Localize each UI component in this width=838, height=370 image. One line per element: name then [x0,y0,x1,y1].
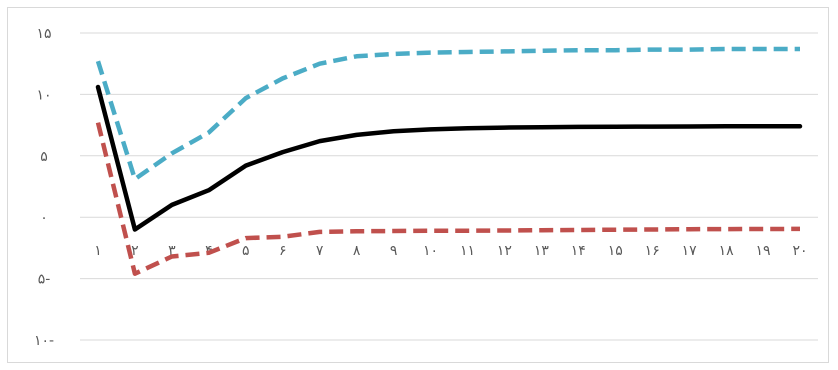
x-tick-label: ۱۲ [497,243,512,259]
series-line-1 [95,46,800,182]
x-tick-label: ۱۱ [460,243,475,259]
x-tick-label: ۱۷ [682,243,698,259]
x-tick-label: ۱۰ [423,243,438,259]
x-tick-label: ۹ [390,243,398,259]
x-tick-label: ۱۶ [645,243,660,259]
y-tick-label: ۱۰ [36,87,51,103]
series-lines [95,46,803,276]
chart-frame [7,7,829,363]
y-tick-label: ۰ [40,210,48,226]
series-line-3 [95,122,801,276]
x-tick-label: ۱۴ [571,243,586,259]
x-tick-label: ۲ [131,243,139,259]
x-tick-label: ۸ [353,243,361,259]
x-tick-label: ۱۵ [608,243,623,259]
series-line-2 [95,84,803,232]
y-axis-ticks: ۱۵ ۱۰ ۵ ۰ ۵- ۱۰- [34,26,54,349]
y-tick-label: ۱۵ [36,26,51,42]
x-tick-label: ۱۹ [756,243,771,259]
gridlines [80,32,818,341]
y-tick-label: ۵ [40,149,48,165]
x-tick-label: ۱۸ [719,243,735,259]
x-tick-label: ۵ [242,243,250,259]
y-tick-label: ۱۰- [34,333,54,349]
x-tick-label: ۷ [316,243,324,259]
x-tick-label: ۲۰ [792,243,807,259]
y-tick-label: ۵- [38,272,51,288]
x-tick-label: ۳ [168,243,176,259]
x-tick-label: ۱۳ [534,243,550,259]
x-axis-ticks: ۱ ۲ ۳ ۴ ۵ ۶ ۷ ۸ ۹ ۱۰ ۱۱ ۱۲ ۱۳ ۱۴ ۱۵ ۱۶ ۱۷ ۱۸ ۱۹ ۲۰ [94,243,807,259]
x-tick-label: ۱ [94,243,102,259]
x-tick-label: ۶ [279,243,287,259]
